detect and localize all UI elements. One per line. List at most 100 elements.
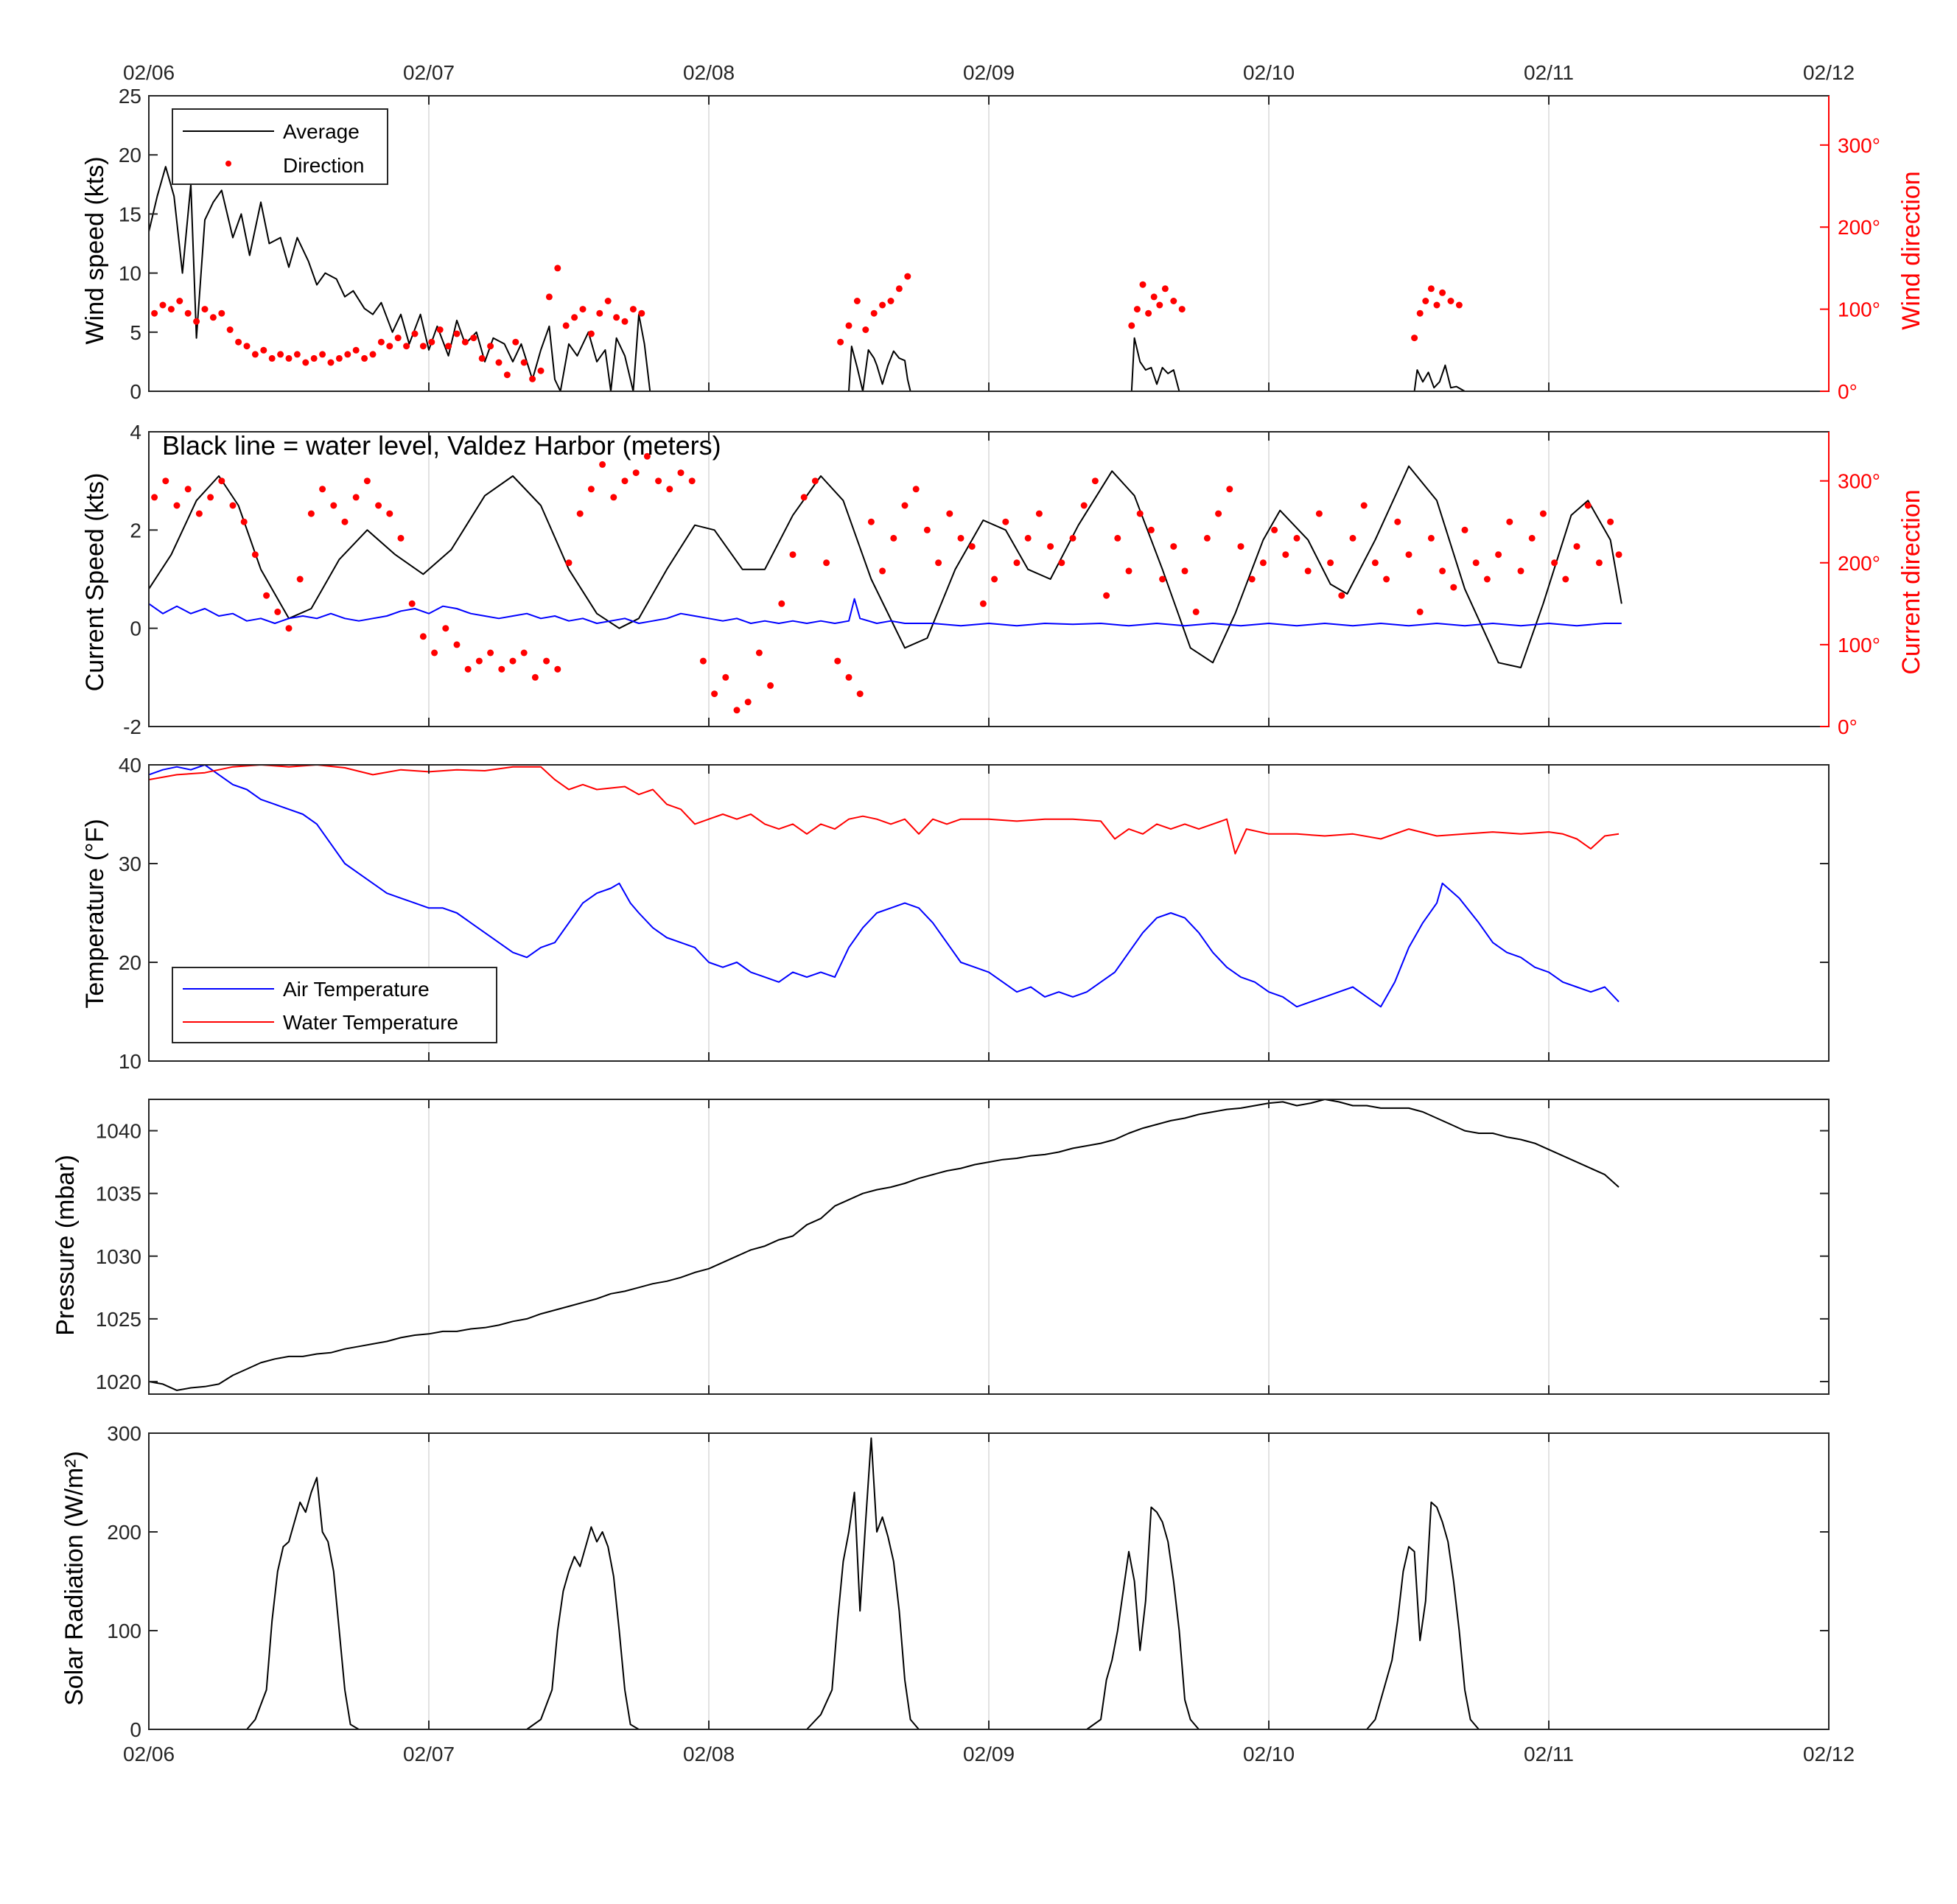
pressure-y-axis-label: Pressure (mbar) — [52, 1155, 80, 1336]
data-point — [1147, 526, 1155, 533]
top-x-tick-label: 02/07 — [403, 61, 455, 84]
data-point — [722, 673, 729, 681]
data-point — [895, 285, 903, 293]
data-point — [643, 452, 651, 460]
y-tick-label: 10 — [119, 1050, 141, 1073]
data-point — [1338, 592, 1345, 599]
data-point — [610, 494, 617, 501]
data-point — [1271, 526, 1278, 533]
y-right-tick-label: 200° — [1838, 216, 1880, 239]
y-tick-label: 15 — [119, 203, 141, 225]
data-point — [529, 375, 536, 382]
data-point — [1433, 301, 1440, 309]
data-point — [327, 359, 335, 366]
temperature-panel: 10 20 30 40 Temperature (°F) Air Temperatur… — [81, 754, 1830, 1073]
data-point — [386, 343, 393, 350]
data-point — [310, 354, 318, 362]
data-point — [1125, 567, 1132, 575]
series-line — [148, 1099, 1620, 1391]
data-point — [1411, 335, 1418, 342]
top-x-tick-label: 02/09 — [963, 61, 1015, 84]
data-point — [335, 354, 343, 362]
y-tick-label: 10 — [119, 262, 141, 285]
data-point — [711, 690, 718, 698]
data-point — [218, 309, 225, 317]
data-point — [1103, 592, 1110, 599]
data-point — [613, 314, 620, 321]
data-point — [1237, 543, 1244, 550]
bottom-x-tick-label: 02/07 — [403, 1743, 455, 1765]
pressure-grid — [428, 1099, 1550, 1394]
top-x-tick-label: 02/08 — [683, 61, 735, 84]
data-point — [755, 649, 763, 657]
wind-series — [148, 166, 1619, 392]
y-tick-label: -2 — [123, 715, 141, 738]
data-point — [470, 335, 477, 342]
data-point — [1607, 518, 1614, 525]
data-point — [209, 314, 217, 321]
pressure-axes — [148, 1099, 1830, 1395]
top-x-tick-labels: 02/06 02/07 02/08 02/09 02/10 02/11 02/1… — [123, 61, 1855, 84]
data-point — [677, 469, 685, 477]
data-point — [1427, 285, 1435, 293]
y-tick-label: 1025 — [96, 1308, 141, 1331]
data-point — [1293, 534, 1300, 542]
temperature-legend: Air Temperature Water Temperature — [172, 967, 497, 1043]
data-point — [890, 534, 897, 542]
data-point — [1159, 575, 1166, 583]
data-point — [442, 625, 449, 632]
data-point — [1551, 559, 1558, 567]
bottom-x-tick-labels: 02/06 02/07 02/08 02/09 02/10 02/11 02/1… — [123, 1743, 1855, 1765]
data-point — [344, 351, 351, 358]
data-point — [621, 477, 629, 485]
data-point — [436, 326, 444, 333]
data-point — [1371, 559, 1379, 567]
pressure-series — [148, 1099, 1620, 1391]
data-point — [431, 649, 438, 657]
data-point — [1447, 298, 1454, 304]
data-point — [386, 510, 393, 517]
data-point — [1181, 567, 1188, 575]
data-point — [1455, 301, 1463, 309]
data-point — [638, 309, 645, 317]
data-point — [369, 351, 377, 358]
y-tick-label: 20 — [119, 951, 141, 974]
data-point — [461, 338, 469, 346]
data-point — [571, 314, 578, 321]
temperature-y-ticks: 10 20 30 40 — [119, 754, 1829, 1073]
data-point — [632, 469, 640, 477]
data-point — [870, 309, 878, 317]
data-point — [1394, 518, 1401, 525]
data-point — [1517, 567, 1524, 575]
data-point — [1024, 534, 1032, 542]
data-point — [277, 351, 284, 358]
data-point — [1178, 306, 1186, 313]
data-point — [879, 301, 886, 309]
data-point — [1506, 518, 1513, 525]
data-point — [587, 486, 595, 493]
data-point — [361, 354, 368, 362]
y-tick-label: 40 — [119, 754, 141, 777]
data-point — [1360, 502, 1368, 509]
data-point — [1047, 543, 1054, 550]
wind-y-ticks-right: 0° 100° 200° 300° — [1820, 96, 1880, 403]
data-point — [302, 359, 309, 366]
wind-y-axis-right-label: Wind direction — [1897, 171, 1925, 329]
data-point — [767, 682, 774, 689]
y-right-tick-label: 0° — [1838, 380, 1858, 403]
data-point — [887, 298, 895, 304]
top-x-tick-label: 02/11 — [1524, 61, 1574, 84]
solar-grid — [428, 1433, 1550, 1729]
data-point — [901, 502, 909, 509]
data-point — [453, 330, 461, 337]
temperature-y-axis-label: Temperature (°F) — [81, 819, 109, 1008]
pressure-panel: 1020 1025 1030 1035 1040 Pressure (mbar) — [52, 1099, 1830, 1395]
bottom-x-tick-label: 02/11 — [1524, 1743, 1574, 1765]
data-point — [397, 534, 405, 542]
data-point — [599, 461, 606, 468]
data-point — [565, 559, 573, 567]
data-point — [394, 335, 402, 342]
y-right-tick-label: 300° — [1838, 134, 1880, 157]
data-point — [800, 494, 808, 501]
data-point — [411, 330, 419, 337]
